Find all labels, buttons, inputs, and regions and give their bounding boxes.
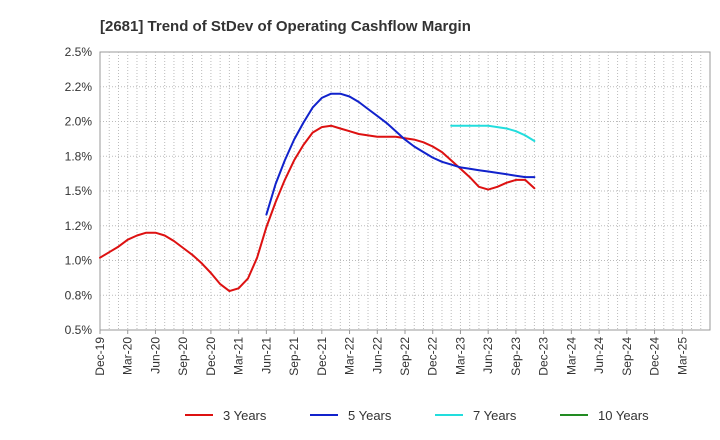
y-tick-label: 0.5% — [65, 323, 93, 337]
series-line — [265, 92, 536, 216]
y-tick-label: 2.5% — [65, 45, 93, 59]
x-tick-label: Sep-24 — [620, 337, 634, 376]
x-tick-label: Mar-22 — [343, 337, 357, 375]
y-tick-label: 0.8% — [65, 288, 93, 302]
series-line — [99, 124, 536, 293]
x-tick-label: Jun-22 — [370, 337, 384, 374]
y-tick-label: 1.5% — [65, 184, 93, 198]
y-tick-label: 1.2% — [65, 219, 93, 233]
legend-label: 7 Years — [473, 408, 517, 423]
x-tick-label: Sep-21 — [287, 337, 301, 376]
x-tick-label: Sep-23 — [509, 337, 523, 376]
x-tick-label: Mar-25 — [675, 337, 689, 375]
y-tick-label: 1.0% — [65, 254, 93, 268]
x-tick-label: Jun-23 — [481, 337, 495, 374]
y-tick-label: 2.2% — [65, 80, 93, 94]
y-tick-label: 2.0% — [65, 115, 93, 129]
x-tick-label: Sep-20 — [176, 337, 190, 376]
x-tick-label: Dec-23 — [537, 337, 551, 376]
x-tick-label: Jun-20 — [148, 337, 162, 374]
x-tick-label: Jun-24 — [592, 337, 606, 374]
x-axis-ticks: Dec-19 Mar-20 Jun-20 Sep-20 Dec-20 Mar-21 Jun-… — [93, 330, 689, 376]
x-tick-label: Dec-24 — [648, 337, 662, 376]
x-tick-label: Dec-20 — [204, 337, 218, 376]
x-tick-label: Dec-19 — [93, 337, 107, 376]
x-tick-label: Sep-22 — [398, 337, 412, 376]
x-tick-label: Dec-21 — [315, 337, 329, 376]
x-tick-label: Mar-20 — [121, 337, 135, 375]
chart-title: [2681] Trend of StDev of Operating Cashf… — [100, 18, 471, 35]
legend-label: 3 Years — [223, 408, 267, 423]
x-tick-label: Mar-21 — [232, 337, 246, 375]
x-tick-label: Mar-23 — [453, 337, 467, 375]
x-tick-label: Dec-22 — [426, 337, 440, 376]
x-tick-label: Jun-21 — [259, 337, 273, 374]
series-line — [450, 124, 536, 142]
legend-label: 10 Years — [598, 408, 649, 423]
legend-label: 5 Years — [348, 408, 392, 423]
series-lines — [99, 92, 536, 293]
grid-lines — [100, 52, 710, 330]
y-tick-label: 1.8% — [65, 149, 93, 163]
y-axis-ticks: 0.5% 0.8% 1.0% 1.2% 1.5% 1.8% 2.0% 2.2% 2.5% — [65, 45, 93, 337]
x-tick-label: Mar-24 — [564, 337, 578, 375]
legend: 3 Years 5 Years 7 Years 10 Years — [185, 408, 649, 423]
